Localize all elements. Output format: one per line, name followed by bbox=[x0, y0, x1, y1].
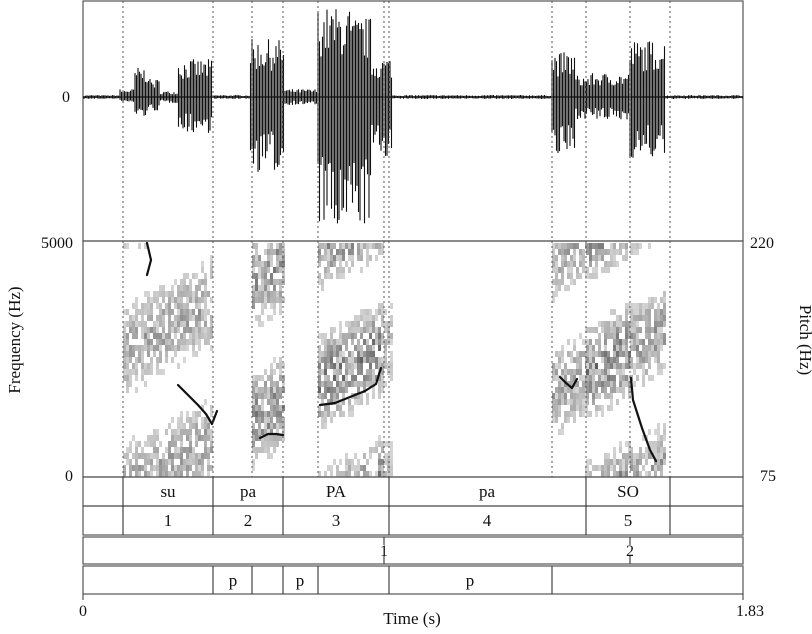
waveform-panel: 0 bbox=[62, 0, 744, 242]
word-label-2: 2 bbox=[244, 511, 253, 530]
pitch-axis-label: Pitch (Hz) bbox=[796, 305, 812, 375]
time-axis-label: Time (s) bbox=[383, 609, 440, 628]
word-label-1: 1 bbox=[164, 511, 173, 530]
tier-pauses bbox=[82, 565, 744, 595]
pitch-contour-1 bbox=[145, 241, 153, 277]
pause-label-3: p bbox=[466, 571, 475, 590]
syllable-label-4: pa bbox=[479, 482, 496, 501]
point-label-1: 1 bbox=[380, 543, 388, 560]
pitch-max-label: 220 bbox=[750, 235, 774, 252]
syllable-label-2: pa bbox=[240, 482, 257, 501]
waveform-trace bbox=[83, 9, 744, 224]
pitch-contour-4 bbox=[318, 366, 383, 407]
tier-syllables bbox=[82, 476, 744, 507]
pitch-contour-3 bbox=[258, 432, 285, 440]
point-label-2: 2 bbox=[626, 543, 634, 560]
syllable-label-1: su bbox=[160, 482, 176, 501]
frequency-min-label: 0 bbox=[65, 468, 73, 485]
pause-label-2: p bbox=[296, 571, 305, 590]
frequency-max-label: 5000 bbox=[41, 235, 73, 252]
pitch-contour-5 bbox=[558, 375, 579, 390]
pitch-min-label: 75 bbox=[760, 468, 776, 485]
time-end-label: 1.83 bbox=[736, 603, 764, 620]
segment-boundary-lines bbox=[122, 1, 671, 477]
word-label-5: 5 bbox=[624, 511, 633, 530]
word-label-4: 4 bbox=[483, 511, 492, 530]
waveform-zero-label: 0 bbox=[62, 89, 70, 106]
spectrogram-panel: 5000 0 220 75 Frequency (Hz) Pitch (Hz) bbox=[5, 235, 812, 485]
tier-points bbox=[82, 536, 744, 565]
annotation-tiers: su pa PA pa SO 1 2 3 4 5 1 2 p p p bbox=[82, 476, 744, 595]
frequency-axis-label: Frequency (Hz) bbox=[5, 286, 24, 393]
pitch-contour-6 bbox=[629, 376, 658, 463]
time-axis: 0 1.83 Time (s) bbox=[79, 594, 764, 628]
spectrogram-energy bbox=[123, 243, 666, 477]
syllable-label-5: SO bbox=[617, 482, 639, 501]
pause-label-1: p bbox=[229, 571, 238, 590]
time-start-label: 0 bbox=[79, 603, 87, 620]
tier-words bbox=[82, 505, 744, 536]
syllable-label-3: PA bbox=[326, 482, 347, 501]
word-label-3: 3 bbox=[332, 511, 341, 530]
